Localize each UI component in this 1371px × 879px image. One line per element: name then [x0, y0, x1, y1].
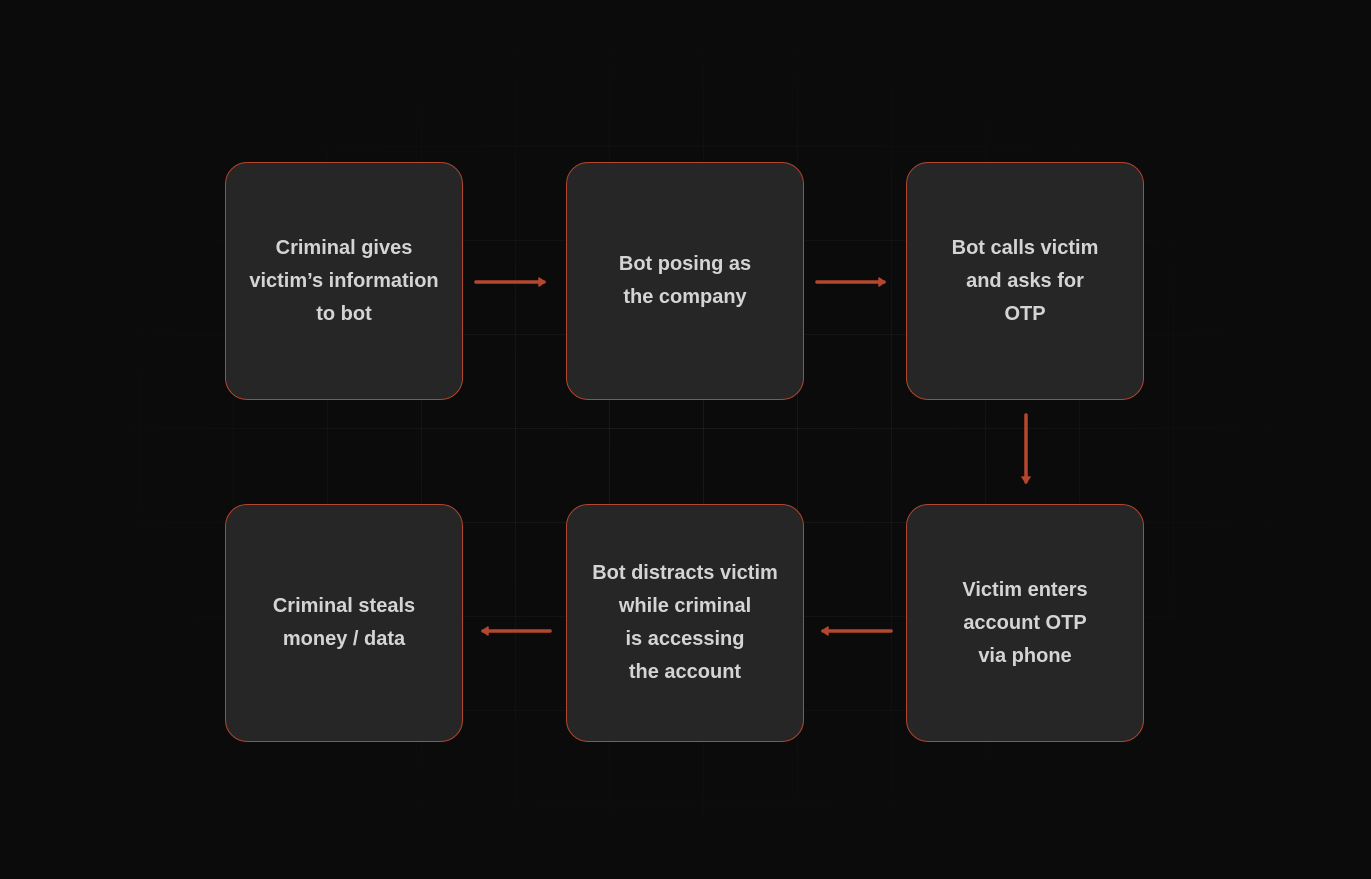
step-label: Criminal steals money / data [272, 595, 416, 650]
step-bot-distracts: Bot distracts victim while criminal is a… [566, 504, 804, 742]
step-label: Bot calls victim and asks for OTP [951, 236, 1099, 325]
step-label: Bot distracts victim while criminal is a… [592, 562, 778, 683]
step-label: Victim enters account OTP via phone [962, 578, 1088, 667]
step-victim-enters-otp: Victim enters account OTP via phone [906, 504, 1144, 742]
step-label: Bot posing as the company [618, 253, 752, 308]
step-criminal-steals: Criminal steals money / data [225, 504, 463, 742]
step-bot-calls-victim: Bot calls victim and asks for OTP [906, 162, 1144, 400]
step-criminal-gives-info: Criminal gives victim’s information to b… [225, 162, 463, 400]
step-bot-posing: Bot posing as the company [566, 162, 804, 400]
step-label: Criminal gives victim’s information to b… [249, 236, 439, 325]
